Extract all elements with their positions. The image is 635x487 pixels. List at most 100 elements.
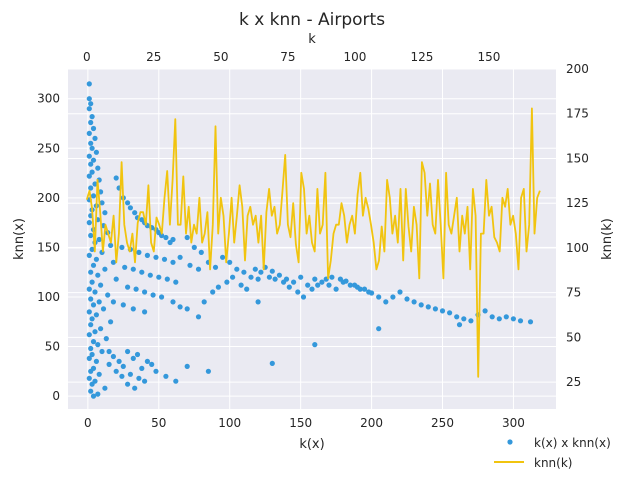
scatter-point-136 <box>173 279 179 285</box>
scatter-point-170 <box>333 286 339 292</box>
scatter-point-155 <box>227 259 233 265</box>
scatter-point-4 <box>89 114 95 120</box>
scatter-point-172 <box>347 282 353 288</box>
scatter-point-108 <box>127 205 133 211</box>
scatter-point-211 <box>425 304 431 310</box>
scatter-point-68 <box>88 345 94 352</box>
scatter-point-186 <box>238 282 244 288</box>
scatter-point-161 <box>269 268 275 274</box>
scatter-point-50 <box>86 286 92 292</box>
scatter-point-187 <box>244 286 250 292</box>
scatter-point-223 <box>510 316 516 322</box>
x-tick-label-0: 0 <box>84 416 92 430</box>
scatter-point-71 <box>86 355 92 361</box>
scatter-point-34 <box>88 232 94 239</box>
x2-tick-label-3: 75 <box>280 50 295 64</box>
scatter-point-53 <box>88 296 94 302</box>
scatter-point-86 <box>120 363 126 369</box>
scatter-point-41 <box>93 256 99 262</box>
scatter-point-5 <box>88 119 94 126</box>
scatter-point-148 <box>198 249 204 255</box>
scatter-point-24 <box>99 200 105 206</box>
scatter-point-43 <box>90 262 97 268</box>
scatter-point-13 <box>90 157 97 163</box>
scatter-point-100 <box>132 385 138 391</box>
legend-line-label: knn(k) <box>534 456 572 470</box>
scatter-point-190 <box>266 274 272 280</box>
scatter-point-17 <box>86 173 92 179</box>
scatter-point-99 <box>125 381 131 387</box>
scatter-point-52 <box>105 292 111 298</box>
scatter-point-20 <box>88 185 94 191</box>
scatter-point-220 <box>489 314 495 320</box>
scatter-point-205 <box>383 299 389 305</box>
scatter-point-230 <box>255 299 261 305</box>
scatter-point-6 <box>90 125 97 132</box>
y-tick-label-0: 0 <box>52 389 60 403</box>
scatter-point-167 <box>312 276 318 282</box>
scatter-point-75 <box>88 368 94 374</box>
legend-scatter-label: k(x) x knn(x) <box>534 436 611 450</box>
scatter-point-67 <box>95 342 101 348</box>
y2-axis-label: knn(k) <box>600 218 615 260</box>
scatter-point-154 <box>220 254 226 260</box>
scatter-point-57 <box>86 309 92 315</box>
scatter-point-85 <box>116 358 122 364</box>
scatter-point-55 <box>90 302 97 308</box>
scatter-point-129 <box>170 259 176 265</box>
scatter-point-80 <box>102 385 108 391</box>
x-tick-label-4: 200 <box>360 416 383 430</box>
scatter-point-131 <box>130 266 136 272</box>
chart-title: k x knn - Airports <box>239 10 385 30</box>
scatter-point-14 <box>88 161 94 167</box>
scatter-point-133 <box>147 272 153 278</box>
scatter-point-117 <box>132 210 138 216</box>
scatter-point-166 <box>305 282 311 288</box>
scatter-point-140 <box>150 292 156 298</box>
scatter-point-212 <box>432 306 438 312</box>
scatter-point-83 <box>90 393 97 399</box>
scatter-point-144 <box>130 306 136 312</box>
scatter-point-105 <box>205 368 211 374</box>
scatter-point-210 <box>418 302 424 308</box>
scatter-point-150 <box>187 262 193 268</box>
x-tick-label-6: 300 <box>502 416 525 430</box>
y-tick-label-5: 250 <box>37 141 60 155</box>
y2-tick-label-5: 150 <box>566 151 589 165</box>
scatter-point-216 <box>461 316 467 322</box>
scatter-point-84 <box>110 353 116 360</box>
y2-tick-label-6: 175 <box>566 107 589 121</box>
scatter-point-200 <box>337 276 343 282</box>
scatter-point-177 <box>170 299 176 305</box>
scatter-point-169 <box>326 282 332 288</box>
scatter-point-59 <box>89 316 95 322</box>
scatter-point-182 <box>210 289 216 295</box>
scatter-point-66 <box>90 339 97 345</box>
scatter-point-42 <box>110 259 116 265</box>
x2-tick-label-6: 150 <box>478 50 501 64</box>
scatter-point-221 <box>496 316 502 322</box>
scatter-point-92 <box>149 361 155 367</box>
y2-tick-label-4: 125 <box>566 196 589 210</box>
scatter-point-62 <box>98 326 104 332</box>
scatter-point-47 <box>113 276 119 282</box>
scatter-point-104 <box>184 363 190 369</box>
scatter-point-122 <box>167 239 173 246</box>
x-tick-label-3: 150 <box>289 416 312 430</box>
scatter-point-48 <box>89 279 95 285</box>
y2-tick-label-7: 200 <box>566 62 589 76</box>
scatter-point-44 <box>102 266 108 272</box>
scatter-point-94 <box>119 373 125 379</box>
scatter-point-209 <box>411 299 417 305</box>
scatter-point-12 <box>86 153 92 159</box>
scatter-point-228 <box>269 360 275 366</box>
scatter-point-193 <box>286 284 292 290</box>
scatter-point-123 <box>119 244 125 250</box>
scatter-point-45 <box>88 269 94 275</box>
y2-tick-label-3: 100 <box>566 241 589 255</box>
legend-scatter-marker <box>507 439 513 445</box>
scatter-point-137 <box>125 284 131 290</box>
scatter-point-125 <box>136 249 142 255</box>
y2-tick-label-0: 25 <box>566 375 581 389</box>
